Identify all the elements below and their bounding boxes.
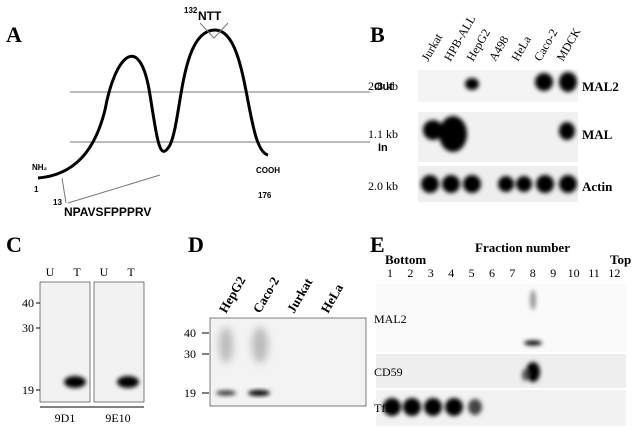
panel-label: D [188, 232, 204, 257]
smear [219, 327, 268, 363]
c-position: 176 [258, 191, 272, 200]
top-label: Top [610, 252, 631, 267]
panel-label: B [370, 22, 385, 47]
fraction-label: 3 [428, 266, 434, 280]
probe-label: Actin [582, 179, 613, 194]
lane-label: MDCK [553, 25, 583, 63]
fraction-label: 8 [530, 266, 536, 280]
fraction-label: 9 [550, 266, 556, 280]
lane-label: HepG2 [216, 274, 249, 316]
inside-label: In [378, 142, 388, 154]
row-label: MAL2 [374, 312, 407, 326]
antibody-label: 9E10 [105, 411, 130, 425]
fraction-label: 5 [469, 266, 475, 280]
fraction-label: 11 [588, 266, 600, 280]
lane-label: U [46, 265, 55, 279]
lane-label: T [127, 265, 135, 279]
bottom-label: Bottom [385, 252, 426, 267]
lane-label: HeLa [508, 33, 534, 64]
panel-d: D HepG2 Caco-2 Jurkat HeLa 40 30 19 [184, 232, 367, 407]
motif-marker [67, 174, 161, 204]
marker-label: 19 [22, 383, 34, 397]
panel-label: C [6, 232, 22, 257]
outside-label: Out [374, 81, 393, 93]
bands [216, 390, 270, 396]
bands [64, 376, 139, 388]
size-label: 1.1 kb [368, 127, 398, 141]
blot [376, 284, 626, 352]
marker-label: 40 [184, 326, 196, 340]
fraction-label: 4 [448, 266, 454, 280]
antibody-label: 9D1 [55, 411, 76, 425]
marker-label: 30 [184, 347, 196, 361]
site-name: NTT [198, 9, 222, 23]
marker-label: 19 [184, 386, 196, 400]
lane-label: HeLa [318, 281, 347, 316]
marker-label: 40 [22, 296, 34, 310]
bands [383, 290, 542, 416]
n-position: 1 [34, 185, 39, 194]
site-marker [199, 22, 229, 39]
fraction-label: 12 [608, 266, 620, 280]
row-label: CD59 [374, 365, 403, 379]
size-label: 2.0 kb [368, 179, 398, 193]
probe-label: MAL [582, 127, 613, 142]
panel-label: A [6, 22, 22, 47]
motif-position: 13 [53, 198, 62, 207]
site-position: 132 [184, 6, 198, 15]
blot [376, 354, 626, 388]
size-label: 2.8 kb [368, 79, 398, 93]
blot [209, 317, 367, 407]
fraction-label: 6 [489, 266, 495, 280]
fraction-label: 7 [509, 266, 515, 280]
fraction-label: 1 [387, 266, 393, 280]
fraction-label: 2 [407, 266, 413, 280]
axis-title: Fraction number [475, 240, 570, 255]
bands [421, 72, 577, 193]
probe-label: MAL2 [582, 79, 619, 94]
lane-label: Jurkat [418, 31, 445, 64]
panel-c: C U T U T 40 30 19 9D1 9E10 [6, 232, 145, 425]
lane-label: U [100, 265, 109, 279]
n-terminus: NH₂ [32, 163, 48, 172]
lane-label: Caco-2 [250, 274, 282, 315]
row-label: TfR [374, 401, 393, 415]
marker-label: 30 [22, 321, 34, 335]
blot [418, 70, 578, 102]
fraction-label: 10 [568, 266, 580, 280]
motif: NPAVSFPPPRV [64, 205, 151, 219]
panel-a: A 132 NTT Out In NH₂ 1 13 NPAVSFPPPRV CO… [6, 6, 393, 219]
lane-label: Jurkat [284, 275, 316, 316]
protein-trace [37, 28, 269, 180]
lane-label: T [73, 265, 81, 279]
panel-label: E [370, 232, 385, 257]
motif-marker [61, 177, 67, 204]
panel-e: E Bottom Fraction number Top 1 2 3 4 5 6 7 8 9 10… [370, 232, 631, 426]
c-terminus: COOH [256, 166, 280, 175]
